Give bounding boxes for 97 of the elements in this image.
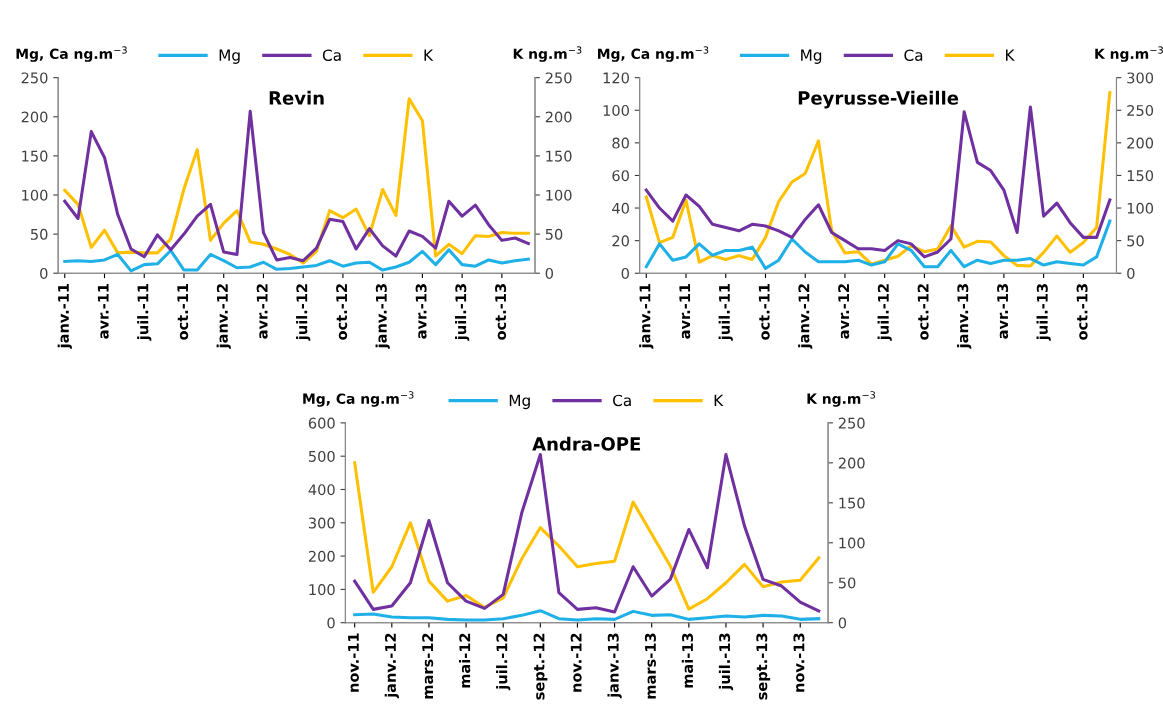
x-tick-label: janv.-13 xyxy=(607,633,622,699)
y2-tick-label: 50 xyxy=(1127,235,1144,247)
y2-axis-title: K ng.m$^{−3}$ xyxy=(513,46,582,62)
x-tick-label: nov.-13 xyxy=(793,633,805,692)
y2-tick-label: 200 xyxy=(545,111,572,123)
legend-label: Ca xyxy=(322,49,341,61)
x-tick-label: janv.-11 xyxy=(639,283,654,349)
y-tick-label: 0 xyxy=(621,267,629,279)
x-tick-label: oct.-12 xyxy=(336,284,348,340)
y2-axis-title: K ng.m$^{−3}$ xyxy=(807,391,876,407)
y2-tick-label: 50 xyxy=(545,228,563,240)
legend-label: K xyxy=(1006,49,1015,61)
legend-label: K xyxy=(424,49,434,61)
line-series xyxy=(353,609,821,622)
y-tick-label: 50 xyxy=(31,228,48,240)
y-tick-label: 150 xyxy=(22,150,48,162)
y-axis-title: Mg, Ca ng.m$^{−3}$ xyxy=(598,46,709,62)
y2-tick-label: 0 xyxy=(838,617,847,629)
x-tick-label: sept.-13 xyxy=(756,633,771,700)
y2-tick-label: 100 xyxy=(839,537,865,549)
x-tick-label: oct.-13 xyxy=(495,284,507,340)
line-series xyxy=(644,219,1112,270)
x-tick-label: janv.-13 xyxy=(957,284,972,349)
x-tick-label: janv.-13 xyxy=(375,284,390,349)
y2-tick-label: 50 xyxy=(838,577,856,589)
y-tick-label: 40 xyxy=(612,202,629,214)
x-tick-label: avr.-11 xyxy=(679,283,691,339)
x-tick-label: oct.-11 xyxy=(758,283,770,340)
y2-tick-label: 250 xyxy=(545,72,572,84)
x-tick-label: oct.-13 xyxy=(1076,284,1088,340)
y2-tick-label: 150 xyxy=(546,150,572,162)
x-tick-label: juil.-11 xyxy=(137,283,152,341)
text: Peyrusse-Vieille xyxy=(798,90,959,109)
y-tick-label: 250 xyxy=(21,72,48,84)
legend-label: K xyxy=(714,394,724,406)
legend-label: Ca xyxy=(613,394,631,407)
legend-label: Mg xyxy=(509,394,530,410)
x-tick-label: nov.-12 xyxy=(570,633,582,692)
x-tick-label: avr.-13 xyxy=(415,284,427,339)
x-tick-label: janv.-12 xyxy=(216,284,231,349)
x-tick-label: mars-13 xyxy=(644,633,656,699)
x-tick-label: janv.-11 xyxy=(57,283,72,349)
y2-tick-label: 200 xyxy=(838,457,865,469)
y-axis-title: Mg, Ca ng.m$^{−3}$ xyxy=(16,46,127,62)
y2-tick-label: 150 xyxy=(1127,170,1154,182)
y-tick-label: 600 xyxy=(308,417,335,429)
x-tick-label: juil.-13 xyxy=(455,284,470,341)
text: Andra-OPE xyxy=(532,436,641,451)
y-tick-label: 100 xyxy=(309,584,335,596)
legend-label: Mg xyxy=(219,49,240,64)
y2-tick-label: 100 xyxy=(1127,202,1154,214)
y-axis-title: Mg, Ca ng.m$^{−3}$ xyxy=(303,391,414,407)
y2-tick-label: 150 xyxy=(839,497,865,509)
y2-tick-label: 200 xyxy=(1127,137,1154,149)
y-tick-label: 60 xyxy=(612,170,629,182)
legend-label: Mg xyxy=(801,49,822,64)
x-tick-label: janv.-12 xyxy=(798,284,813,349)
x-tick-label: juil.-11 xyxy=(718,283,733,341)
y2-tick-label: 250 xyxy=(1127,104,1154,116)
x-tick-label: janv.-12 xyxy=(384,633,399,699)
y-tick-label: 200 xyxy=(308,550,335,562)
y-tick-label: 0 xyxy=(40,267,48,279)
x-tick-label: juil.-13 xyxy=(1036,284,1051,341)
x-tick-label: nov.-11 xyxy=(348,633,359,692)
y2-tick-label: 0 xyxy=(1127,267,1135,279)
y-tick-label: 100 xyxy=(603,104,629,116)
x-tick-label: juil.-12 xyxy=(496,633,511,691)
x-tick-label: mai-12 xyxy=(459,633,471,688)
y-tick-label: 200 xyxy=(21,111,48,123)
line-series xyxy=(63,248,530,273)
x-tick-label: avr.-11 xyxy=(97,283,109,339)
x-tick-label: avr.-13 xyxy=(997,284,1009,339)
y-tick-label: 100 xyxy=(22,189,48,201)
x-tick-label: oct.-12 xyxy=(917,284,929,340)
y-tick-label: 300 xyxy=(308,517,335,529)
y-tick-label: 500 xyxy=(308,450,335,462)
x-tick-label: avr.-12 xyxy=(838,284,850,339)
x-tick-label: juil.-12 xyxy=(877,284,892,341)
x-tick-label: juil.-12 xyxy=(296,284,311,341)
y2-axis-title: K ng.m$^{−3}$ xyxy=(1095,46,1163,62)
text: Revin xyxy=(269,90,324,105)
y2-tick-label: 300 xyxy=(1127,72,1154,84)
y-tick-label: 20 xyxy=(612,235,629,247)
y2-tick-label: 0 xyxy=(545,267,554,279)
y2-tick-label: 250 xyxy=(838,417,865,429)
y2-tick-label: 100 xyxy=(546,189,572,201)
x-tick-label: oct.-11 xyxy=(177,283,189,340)
x-tick-label: mai-13 xyxy=(681,633,694,688)
x-tick-label: avr.-12 xyxy=(256,284,268,339)
y-tick-label: 120 xyxy=(603,72,629,84)
x-tick-label: sept.-12 xyxy=(533,633,548,700)
y-tick-label: 0 xyxy=(327,617,335,629)
x-tick-label: mars-12 xyxy=(422,633,434,699)
x-tick-label: juil.-13 xyxy=(718,633,734,691)
y-tick-label: 400 xyxy=(308,484,335,496)
y-tick-label: 80 xyxy=(612,137,629,149)
legend-label: Ca xyxy=(904,49,923,61)
